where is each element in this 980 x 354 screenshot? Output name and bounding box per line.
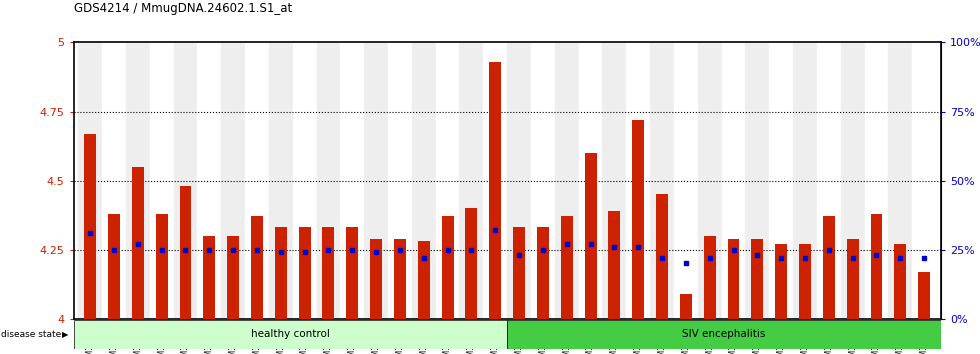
Text: healthy control: healthy control — [251, 329, 329, 339]
Bar — [204, 236, 216, 319]
Bar — [769, 42, 793, 319]
Bar — [514, 228, 525, 319]
Bar — [680, 294, 692, 319]
Bar — [508, 320, 941, 349]
Bar — [466, 208, 477, 319]
Bar — [84, 133, 96, 319]
Bar — [704, 236, 715, 319]
Bar — [656, 194, 668, 319]
Bar — [340, 42, 365, 319]
Bar — [537, 228, 549, 319]
Bar — [727, 239, 740, 319]
Bar — [870, 214, 882, 319]
Bar — [864, 42, 889, 319]
Bar — [388, 42, 412, 319]
Bar — [508, 42, 531, 319]
Bar — [632, 120, 644, 319]
Bar — [412, 42, 436, 319]
Bar — [245, 42, 269, 319]
Bar — [346, 228, 359, 319]
Bar — [912, 42, 936, 319]
Bar — [274, 228, 287, 319]
Bar — [417, 241, 429, 319]
Bar — [626, 42, 650, 319]
Bar — [823, 216, 835, 319]
Bar — [531, 42, 555, 319]
Bar — [322, 228, 334, 319]
Bar — [489, 62, 501, 319]
Bar — [799, 244, 810, 319]
Bar — [585, 153, 597, 319]
Bar — [698, 42, 721, 319]
Bar — [365, 42, 388, 319]
Bar — [78, 42, 102, 319]
Text: SIV encephalitis: SIV encephalitis — [682, 329, 765, 339]
Bar — [918, 272, 930, 319]
Bar — [775, 244, 787, 319]
Bar — [817, 42, 841, 319]
Bar — [436, 42, 460, 319]
Bar — [752, 239, 763, 319]
Bar — [108, 214, 120, 319]
Bar — [197, 42, 221, 319]
Bar — [578, 42, 603, 319]
Bar — [721, 42, 746, 319]
Bar — [132, 167, 144, 319]
Bar — [221, 42, 245, 319]
Bar — [293, 42, 317, 319]
Bar — [847, 239, 858, 319]
Bar — [609, 211, 620, 319]
Bar — [173, 42, 197, 319]
Bar — [674, 42, 698, 319]
Bar — [102, 42, 125, 319]
Bar — [841, 42, 864, 319]
Bar — [460, 42, 483, 319]
Bar — [555, 42, 578, 319]
Bar — [299, 228, 311, 319]
Bar — [650, 42, 674, 319]
Bar — [74, 320, 508, 349]
Bar — [125, 42, 150, 319]
Bar — [483, 42, 508, 319]
Text: GDS4214 / MmugDNA.24602.1.S1_at: GDS4214 / MmugDNA.24602.1.S1_at — [74, 2, 292, 15]
Bar — [179, 186, 191, 319]
Bar — [895, 244, 906, 319]
Bar — [442, 216, 454, 319]
Bar — [746, 42, 769, 319]
Bar — [394, 239, 406, 319]
Bar — [561, 216, 572, 319]
Bar — [603, 42, 626, 319]
Bar — [227, 236, 239, 319]
Bar — [156, 214, 168, 319]
Bar — [317, 42, 340, 319]
Bar — [370, 239, 382, 319]
Bar — [889, 42, 912, 319]
Bar — [251, 216, 263, 319]
Bar — [793, 42, 817, 319]
Bar — [150, 42, 173, 319]
Text: ▶: ▶ — [62, 330, 69, 339]
Text: disease state: disease state — [1, 330, 61, 339]
Bar — [269, 42, 293, 319]
